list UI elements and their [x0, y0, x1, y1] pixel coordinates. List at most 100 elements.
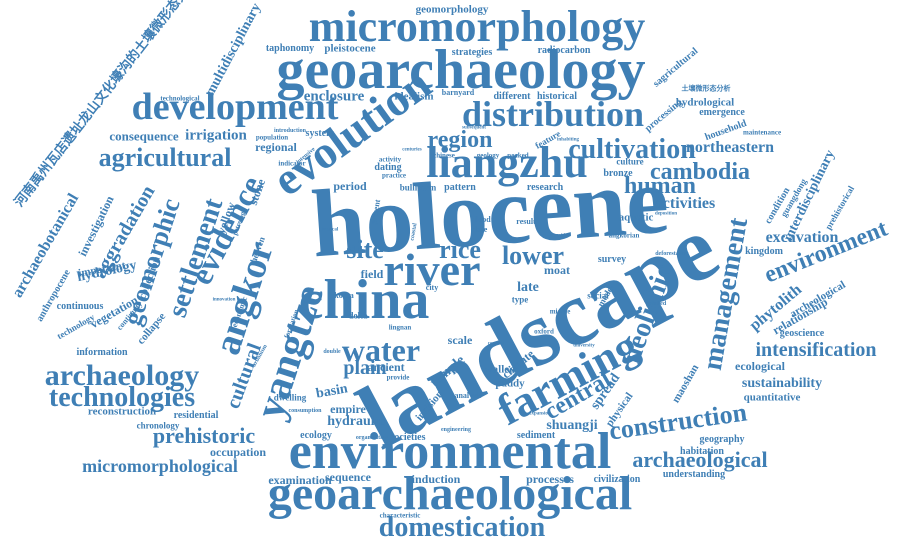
word-scale: scale: [447, 333, 473, 347]
word-technological: technological: [160, 94, 200, 103]
word-indicator: indicator: [278, 159, 306, 168]
word-intensification: intensification: [755, 339, 877, 361]
word-centuries: centuries: [402, 147, 422, 153]
word-prehistorical: prehistorical: [823, 184, 857, 232]
word-sediment: sediment: [516, 430, 556, 441]
word-site: site: [346, 235, 384, 264]
word-technology: technology: [55, 311, 97, 342]
word-historical: historical: [537, 91, 577, 102]
word-characteristic: characteristic: [379, 511, 421, 520]
word-city: city: [425, 283, 439, 292]
word-angkorian: angkorian: [608, 231, 640, 240]
word-sequence: sequence: [325, 470, 371, 484]
word-prehistoric: prehistoric: [152, 423, 256, 448]
word-culture: culture: [616, 156, 644, 167]
word-tropical: tropical: [321, 227, 339, 233]
word-consumption: consumption: [288, 408, 322, 414]
word-analysis: analysis: [454, 391, 482, 400]
word-micromorphology: micromorphology: [308, 2, 646, 51]
word-hydraulic: hydraulic: [327, 414, 385, 429]
word-geoarchaeological: geoarchaeological: [267, 467, 633, 520]
word-water: water: [341, 332, 421, 368]
word-rice: rice: [439, 235, 481, 264]
word-detailed: detailed: [645, 301, 667, 307]
word-maintenance: maintenance: [742, 128, 782, 137]
word-anthropocene: anthropocene: [34, 267, 73, 324]
word-dating: dating: [374, 162, 402, 173]
word-regional: regional: [255, 140, 297, 154]
word-sagricultural: sagricultural: [651, 45, 701, 90]
word-induction: induction: [411, 472, 461, 486]
word-research: research: [526, 182, 564, 193]
word-delta: delta: [348, 310, 368, 321]
word-introduction: introduction: [274, 128, 306, 134]
word-distribution: distribution: [461, 94, 645, 134]
word-type: type: [511, 294, 529, 305]
word-strategies: strategies: [451, 47, 493, 58]
word-pleistocene: pleistocene: [324, 42, 376, 55]
word-processes: processes: [526, 472, 574, 486]
word-geoscience: geoscience: [779, 328, 825, 339]
word-expansion: expansion: [529, 411, 551, 417]
word-different: different: [493, 91, 531, 102]
word-taphonomy: taphonomy: [265, 43, 315, 54]
word-peaked: peaked: [507, 151, 529, 160]
word-habitation: habitation: [680, 446, 724, 457]
word-geomorphology: geomorphology: [415, 3, 489, 16]
word-ecological: ecological: [735, 359, 785, 373]
word-subsequent: subsequent: [462, 125, 486, 131]
word-chronology: chronology: [136, 420, 180, 431]
word-flood: flood: [473, 215, 491, 224]
word-cultivation: cultivation: [568, 134, 696, 165]
word-population: population: [255, 133, 289, 142]
word-dwelling: dwelling: [273, 392, 307, 403]
word-development: development: [131, 86, 339, 128]
word-quantitative: quantitative: [743, 391, 801, 404]
word-consequence: consequence: [109, 128, 179, 144]
word-chinese-short: 土壤微形态分析: [681, 84, 731, 93]
word-plain: plain: [343, 357, 387, 379]
word-social: social: [587, 290, 609, 301]
word-korea: korea: [334, 291, 354, 300]
word-bulliform: bulliform: [399, 182, 437, 193]
word-organization: organization: [355, 435, 389, 441]
word-deposition: deposition: [655, 211, 677, 217]
word-lower: lower: [501, 241, 565, 270]
word-enclosure: enclosure: [303, 88, 365, 105]
word-walled: walled: [484, 363, 516, 376]
word-reconstruction: reconstruction: [87, 405, 157, 418]
word-geography: geography: [699, 434, 745, 445]
word-archaeology: archaeology: [44, 359, 200, 392]
word-geology: geology: [476, 151, 500, 160]
word-irrigation: irrigation: [185, 127, 247, 144]
word-residential: residential: [173, 410, 219, 421]
word-northeastern: northeastern: [686, 139, 774, 156]
word-geoarchaeology: geoarchaeology: [276, 39, 646, 101]
word-technologies: technologies: [48, 382, 196, 413]
word-double: double: [323, 349, 341, 355]
word-system: system: [305, 128, 335, 139]
word-agricultural: agricultural: [98, 143, 232, 172]
word-environmental: environmental: [288, 423, 612, 480]
word-survey: survey: [597, 254, 627, 265]
word-examination: examination: [268, 473, 332, 487]
word-excavation: excavation: [765, 229, 839, 246]
word-activities: activities: [654, 195, 716, 212]
word-lingnan: lingnan: [388, 323, 412, 332]
word-cambodia: cambodia: [649, 159, 751, 185]
word-region: region: [427, 127, 493, 153]
word-idealism: idealism: [394, 90, 434, 103]
word-engineering: engineering: [441, 427, 471, 433]
word-civilization: civilization: [593, 474, 641, 485]
word-late: late: [517, 280, 539, 295]
word-shuangji: shuangji: [546, 418, 598, 433]
word-oxford: oxford: [534, 327, 554, 336]
word-chinese: chinese: [433, 151, 455, 160]
word-basin: basin: [314, 381, 349, 402]
word-paddy: paddy: [495, 377, 525, 390]
word-liangzhu: liangzhu: [426, 138, 588, 187]
word-period: period: [333, 179, 367, 193]
word-china: china: [298, 269, 430, 331]
word-hydrological: hydrological: [675, 96, 735, 109]
word-ancient: ancient: [367, 360, 405, 374]
